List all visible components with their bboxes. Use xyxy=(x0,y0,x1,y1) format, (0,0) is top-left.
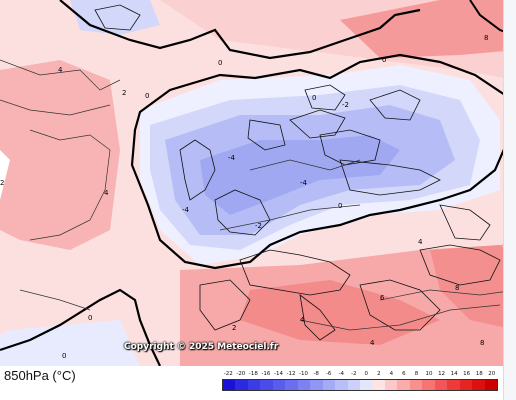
cold-airmass-core xyxy=(200,135,400,215)
contour-label: 8 xyxy=(455,284,459,292)
zero-isotherm-southwest xyxy=(0,288,161,366)
scale-color-swatch xyxy=(447,380,460,390)
scale-color-swatch xyxy=(372,380,385,390)
scale-tick-label: -20 xyxy=(236,371,246,377)
scale-color-swatch xyxy=(409,380,423,390)
contour-label: 4 xyxy=(58,66,63,74)
scale-color-swatch xyxy=(235,380,248,390)
scale-tick-label: -6 xyxy=(325,371,332,377)
contour-label: 4 xyxy=(104,189,109,197)
scale-color-swatch xyxy=(285,380,298,390)
contour-label: -4 xyxy=(300,179,308,187)
scale-color-swatch xyxy=(459,380,473,390)
scale-tick-label: -2 xyxy=(351,371,357,377)
contour-label: 2 xyxy=(122,89,126,97)
contour-label: 8 xyxy=(480,339,484,347)
scale-tick-label: 2 xyxy=(377,371,381,377)
contour-label: 0 xyxy=(88,314,92,322)
contour-label: 8 xyxy=(484,34,488,42)
contour-label: -2 xyxy=(342,101,349,109)
scale-tick-label: 14 xyxy=(450,371,458,377)
scale-tick-label: 8 xyxy=(414,371,419,377)
contour-label: 4 xyxy=(418,238,423,246)
scale-tick-label: -8 xyxy=(313,371,319,377)
scale-color-swatch xyxy=(310,380,323,390)
scale-tick-label: -12 xyxy=(286,371,296,377)
contour-label: 0 xyxy=(382,56,386,64)
scale-tick-label: 4 xyxy=(389,371,394,377)
warm-atlantic xyxy=(0,60,120,250)
scale-tick-label: 10 xyxy=(425,371,433,377)
scale-tick-label: 16 xyxy=(463,371,471,377)
contour-label: -2 xyxy=(255,222,262,230)
hot-southeast xyxy=(430,245,516,330)
scale-tick-label: 18 xyxy=(475,371,483,377)
scale-color-swatch xyxy=(472,380,485,390)
scale-tick-label: -4 xyxy=(338,371,344,377)
scale-color-swatch xyxy=(484,380,497,390)
scale-tick-label: 12 xyxy=(438,371,446,377)
cold-pocket-southwest xyxy=(0,320,140,366)
contour-label: 2 xyxy=(0,179,4,187)
map-canvas: 2 4 4 0 -4 -4 -2 -4 0 0 -2 0 0 8 6 8 4 0… xyxy=(0,0,516,366)
scale-tick-label: -14 xyxy=(273,371,283,377)
contour-label: 0 xyxy=(145,92,149,100)
contour-label-group: 2 4 4 0 -4 -4 -2 -4 0 0 -2 0 0 8 6 8 4 0… xyxy=(0,34,488,360)
scale-tick-label: 20 xyxy=(488,371,496,377)
level-title: 850hPa (°C) xyxy=(0,367,80,384)
contour-label: -4 xyxy=(228,154,236,162)
scale-color-swatch xyxy=(434,380,448,390)
scale-tick-label: 0 xyxy=(364,371,369,377)
scale-color-swatch xyxy=(335,380,348,390)
contour-label: 0 xyxy=(62,352,66,360)
hot-mediterranean xyxy=(240,280,440,345)
scale-color-swatch xyxy=(384,380,398,390)
zero-isotherm-north xyxy=(59,0,421,60)
copyright-watermark: Copyright © 2025 Meteociel.fr xyxy=(124,342,279,352)
temperature-map: 2 4 4 0 -4 -4 -2 -4 0 0 -2 0 0 8 6 8 4 0… xyxy=(0,0,516,366)
scale-tick-label: -10 xyxy=(299,371,309,377)
isotherm-lines xyxy=(0,59,516,331)
scale-color-swatch xyxy=(260,380,273,390)
contour-label: 4 xyxy=(300,316,305,324)
scale-color-swatch xyxy=(322,380,336,390)
scale-tick-label: -18 xyxy=(248,371,258,377)
contour-label: 0 xyxy=(312,94,316,102)
scale-color-swatch xyxy=(359,380,373,390)
color-scale-bar xyxy=(222,379,498,391)
scale-tick-label: 6 xyxy=(402,371,406,377)
scale-color-swatch xyxy=(347,380,360,390)
scale-tick-label: -16 xyxy=(261,371,271,377)
hot-northeast xyxy=(340,0,516,58)
scale-color-swatch xyxy=(223,380,236,390)
color-scale-legend: -22 -20 -18 -16 -14 -12 -10 -8 -6 -4 -2 0 2 4 6 8 10 12 14… xyxy=(222,369,498,395)
color-scale-labels: -22 -20 -18 -16 -14 -12 -10 -8 -6 -4 -2 0 2 4 6 8 10 12 14… xyxy=(222,369,498,379)
contour-label: -4 xyxy=(182,206,190,214)
scale-color-swatch xyxy=(272,380,286,390)
zero-isotherm xyxy=(130,53,510,270)
contour-label: 6 xyxy=(380,294,385,302)
contour-label: 0 xyxy=(338,202,342,210)
neutral-edge xyxy=(0,150,10,200)
contour-label: 0 xyxy=(218,59,222,67)
scale-color-swatch xyxy=(297,380,311,390)
scale-color-swatch xyxy=(247,380,261,390)
scale-tick-label: -22 xyxy=(223,371,233,377)
scale-color-swatch xyxy=(397,380,410,390)
side-scroll-strip xyxy=(503,0,516,400)
contour-label: 4 xyxy=(370,339,375,347)
coastlines xyxy=(94,4,501,341)
scale-color-swatch xyxy=(422,380,435,390)
contour-label: 2 xyxy=(232,324,236,332)
